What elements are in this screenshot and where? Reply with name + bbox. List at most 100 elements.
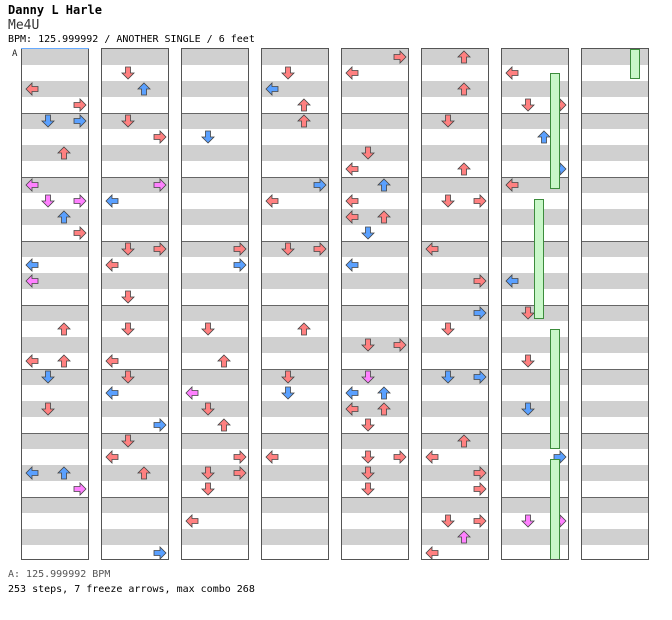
right-arrow-icon bbox=[73, 114, 87, 128]
measure-line bbox=[342, 241, 408, 242]
down-arrow-icon bbox=[361, 226, 375, 240]
beat-stripe bbox=[22, 209, 88, 225]
chart-column bbox=[501, 48, 569, 560]
beat-stripe bbox=[22, 81, 88, 97]
right-arrow-icon bbox=[233, 258, 247, 272]
measure-line bbox=[342, 305, 408, 306]
beat-stripe bbox=[262, 433, 328, 449]
down-arrow-icon bbox=[41, 194, 55, 208]
beat-stripe bbox=[422, 145, 488, 161]
measure-line bbox=[102, 113, 168, 114]
beat-stripe bbox=[422, 401, 488, 417]
up-arrow-icon bbox=[537, 130, 551, 144]
beat-stripe bbox=[22, 49, 88, 65]
right-arrow-icon bbox=[393, 50, 407, 64]
right-arrow-icon bbox=[73, 98, 87, 112]
beat-stripe bbox=[422, 209, 488, 225]
right-arrow-icon bbox=[473, 370, 487, 384]
up-arrow-icon bbox=[457, 162, 471, 176]
down-arrow-icon bbox=[441, 322, 455, 336]
beat-stripe bbox=[422, 497, 488, 513]
measure-line bbox=[182, 241, 248, 242]
right-arrow-icon bbox=[153, 546, 167, 559]
beat-stripe bbox=[102, 529, 168, 545]
beat-stripe bbox=[422, 81, 488, 97]
measure-line bbox=[422, 113, 488, 114]
measure-line bbox=[182, 305, 248, 306]
measure-line bbox=[502, 369, 568, 370]
beat-stripe bbox=[582, 401, 648, 417]
beat-stripe bbox=[262, 337, 328, 353]
beat-stripe bbox=[102, 305, 168, 321]
beat-stripe bbox=[342, 529, 408, 545]
freeze-arrow bbox=[550, 459, 560, 559]
down-arrow-icon bbox=[281, 66, 295, 80]
beat-stripe bbox=[422, 177, 488, 193]
beat-stripe bbox=[342, 465, 408, 481]
beat-stripe bbox=[22, 241, 88, 257]
down-arrow-icon bbox=[441, 194, 455, 208]
beat-stripe bbox=[262, 81, 328, 97]
beat-stripe bbox=[182, 81, 248, 97]
left-arrow-icon bbox=[25, 258, 39, 272]
measure-line bbox=[22, 113, 88, 114]
beat-stripe bbox=[22, 401, 88, 417]
right-arrow-icon bbox=[393, 338, 407, 352]
measure-line bbox=[582, 241, 648, 242]
beat-stripe bbox=[422, 433, 488, 449]
beat-stripe bbox=[582, 433, 648, 449]
down-arrow-icon bbox=[441, 370, 455, 384]
measure-line bbox=[422, 305, 488, 306]
freeze-arrow bbox=[550, 329, 560, 449]
beat-stripe bbox=[422, 369, 488, 385]
up-arrow-icon bbox=[57, 210, 71, 224]
beat-stripe bbox=[182, 273, 248, 289]
up-arrow-icon bbox=[137, 82, 151, 96]
down-arrow-icon bbox=[121, 434, 135, 448]
measure-line bbox=[342, 113, 408, 114]
chart-column bbox=[21, 48, 89, 560]
up-arrow-icon bbox=[217, 418, 231, 432]
beat-stripe bbox=[102, 145, 168, 161]
right-arrow-icon bbox=[393, 450, 407, 464]
down-arrow-icon bbox=[121, 322, 135, 336]
right-arrow-icon bbox=[233, 242, 247, 256]
beat-stripe bbox=[262, 497, 328, 513]
beat-stripe bbox=[182, 113, 248, 129]
beat-stripe bbox=[342, 337, 408, 353]
measure-line bbox=[342, 177, 408, 178]
beat-stripe bbox=[342, 209, 408, 225]
measure-line bbox=[342, 369, 408, 370]
down-arrow-icon bbox=[121, 242, 135, 256]
beat-stripe bbox=[262, 209, 328, 225]
down-arrow-icon bbox=[361, 482, 375, 496]
right-arrow-icon bbox=[153, 130, 167, 144]
beat-stripe bbox=[342, 401, 408, 417]
beat-stripe bbox=[342, 177, 408, 193]
beat-stripe bbox=[342, 273, 408, 289]
measure-line bbox=[102, 433, 168, 434]
measure-line bbox=[582, 177, 648, 178]
left-arrow-icon bbox=[185, 386, 199, 400]
left-arrow-icon bbox=[345, 258, 359, 272]
beat-stripe bbox=[342, 433, 408, 449]
beat-stripe bbox=[22, 145, 88, 161]
beat-stripe bbox=[102, 273, 168, 289]
measure-line bbox=[582, 305, 648, 306]
measure-line bbox=[102, 369, 168, 370]
left-arrow-icon bbox=[345, 66, 359, 80]
down-arrow-icon bbox=[521, 514, 535, 528]
right-arrow-icon bbox=[73, 226, 87, 240]
beat-stripe bbox=[262, 273, 328, 289]
up-arrow-icon bbox=[57, 146, 71, 160]
right-arrow-icon bbox=[313, 178, 327, 192]
beat-stripe bbox=[22, 177, 88, 193]
beat-stripe bbox=[342, 49, 408, 65]
beat-stripe bbox=[422, 529, 488, 545]
right-arrow-icon bbox=[73, 194, 87, 208]
beat-stripe bbox=[102, 369, 168, 385]
left-arrow-icon bbox=[345, 162, 359, 176]
up-arrow-icon bbox=[377, 386, 391, 400]
chart-column bbox=[101, 48, 169, 560]
up-arrow-icon bbox=[137, 466, 151, 480]
